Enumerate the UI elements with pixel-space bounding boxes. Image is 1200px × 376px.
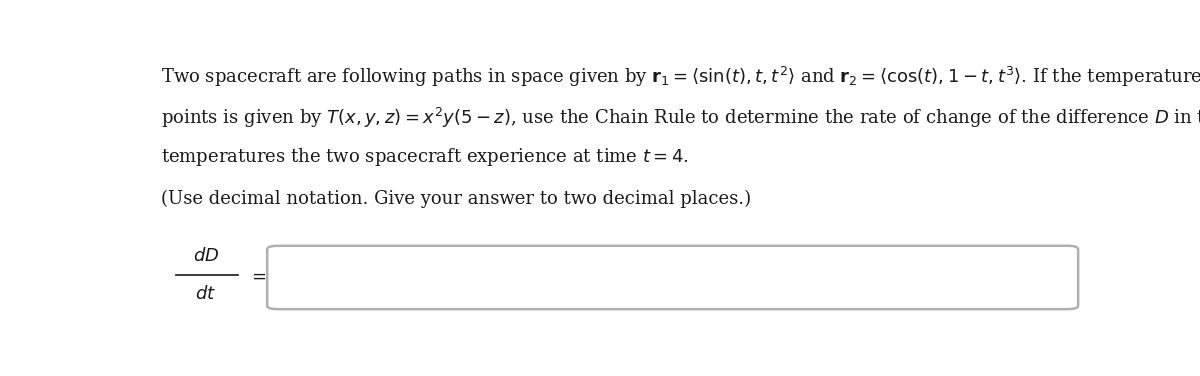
- Text: $=$: $=$: [247, 266, 266, 284]
- Text: (Use decimal notation. Give your answer to two decimal places.): (Use decimal notation. Give your answer …: [161, 190, 751, 208]
- Text: points is given by $T(x, y, z) = x^2 y(5-z)$, use the Chain Rule to determine th: points is given by $T(x, y, z) = x^2 y(5…: [161, 106, 1200, 130]
- FancyBboxPatch shape: [268, 246, 1078, 309]
- Text: $dt$: $dt$: [196, 285, 216, 303]
- Text: Two spacecraft are following paths in space given by $\mathbf{r}_1 = \langle \si: Two spacecraft are following paths in sp…: [161, 65, 1200, 89]
- Text: temperatures the two spacecraft experience at time $t = 4$.: temperatures the two spacecraft experien…: [161, 147, 689, 168]
- Text: $dD$: $dD$: [192, 247, 220, 265]
